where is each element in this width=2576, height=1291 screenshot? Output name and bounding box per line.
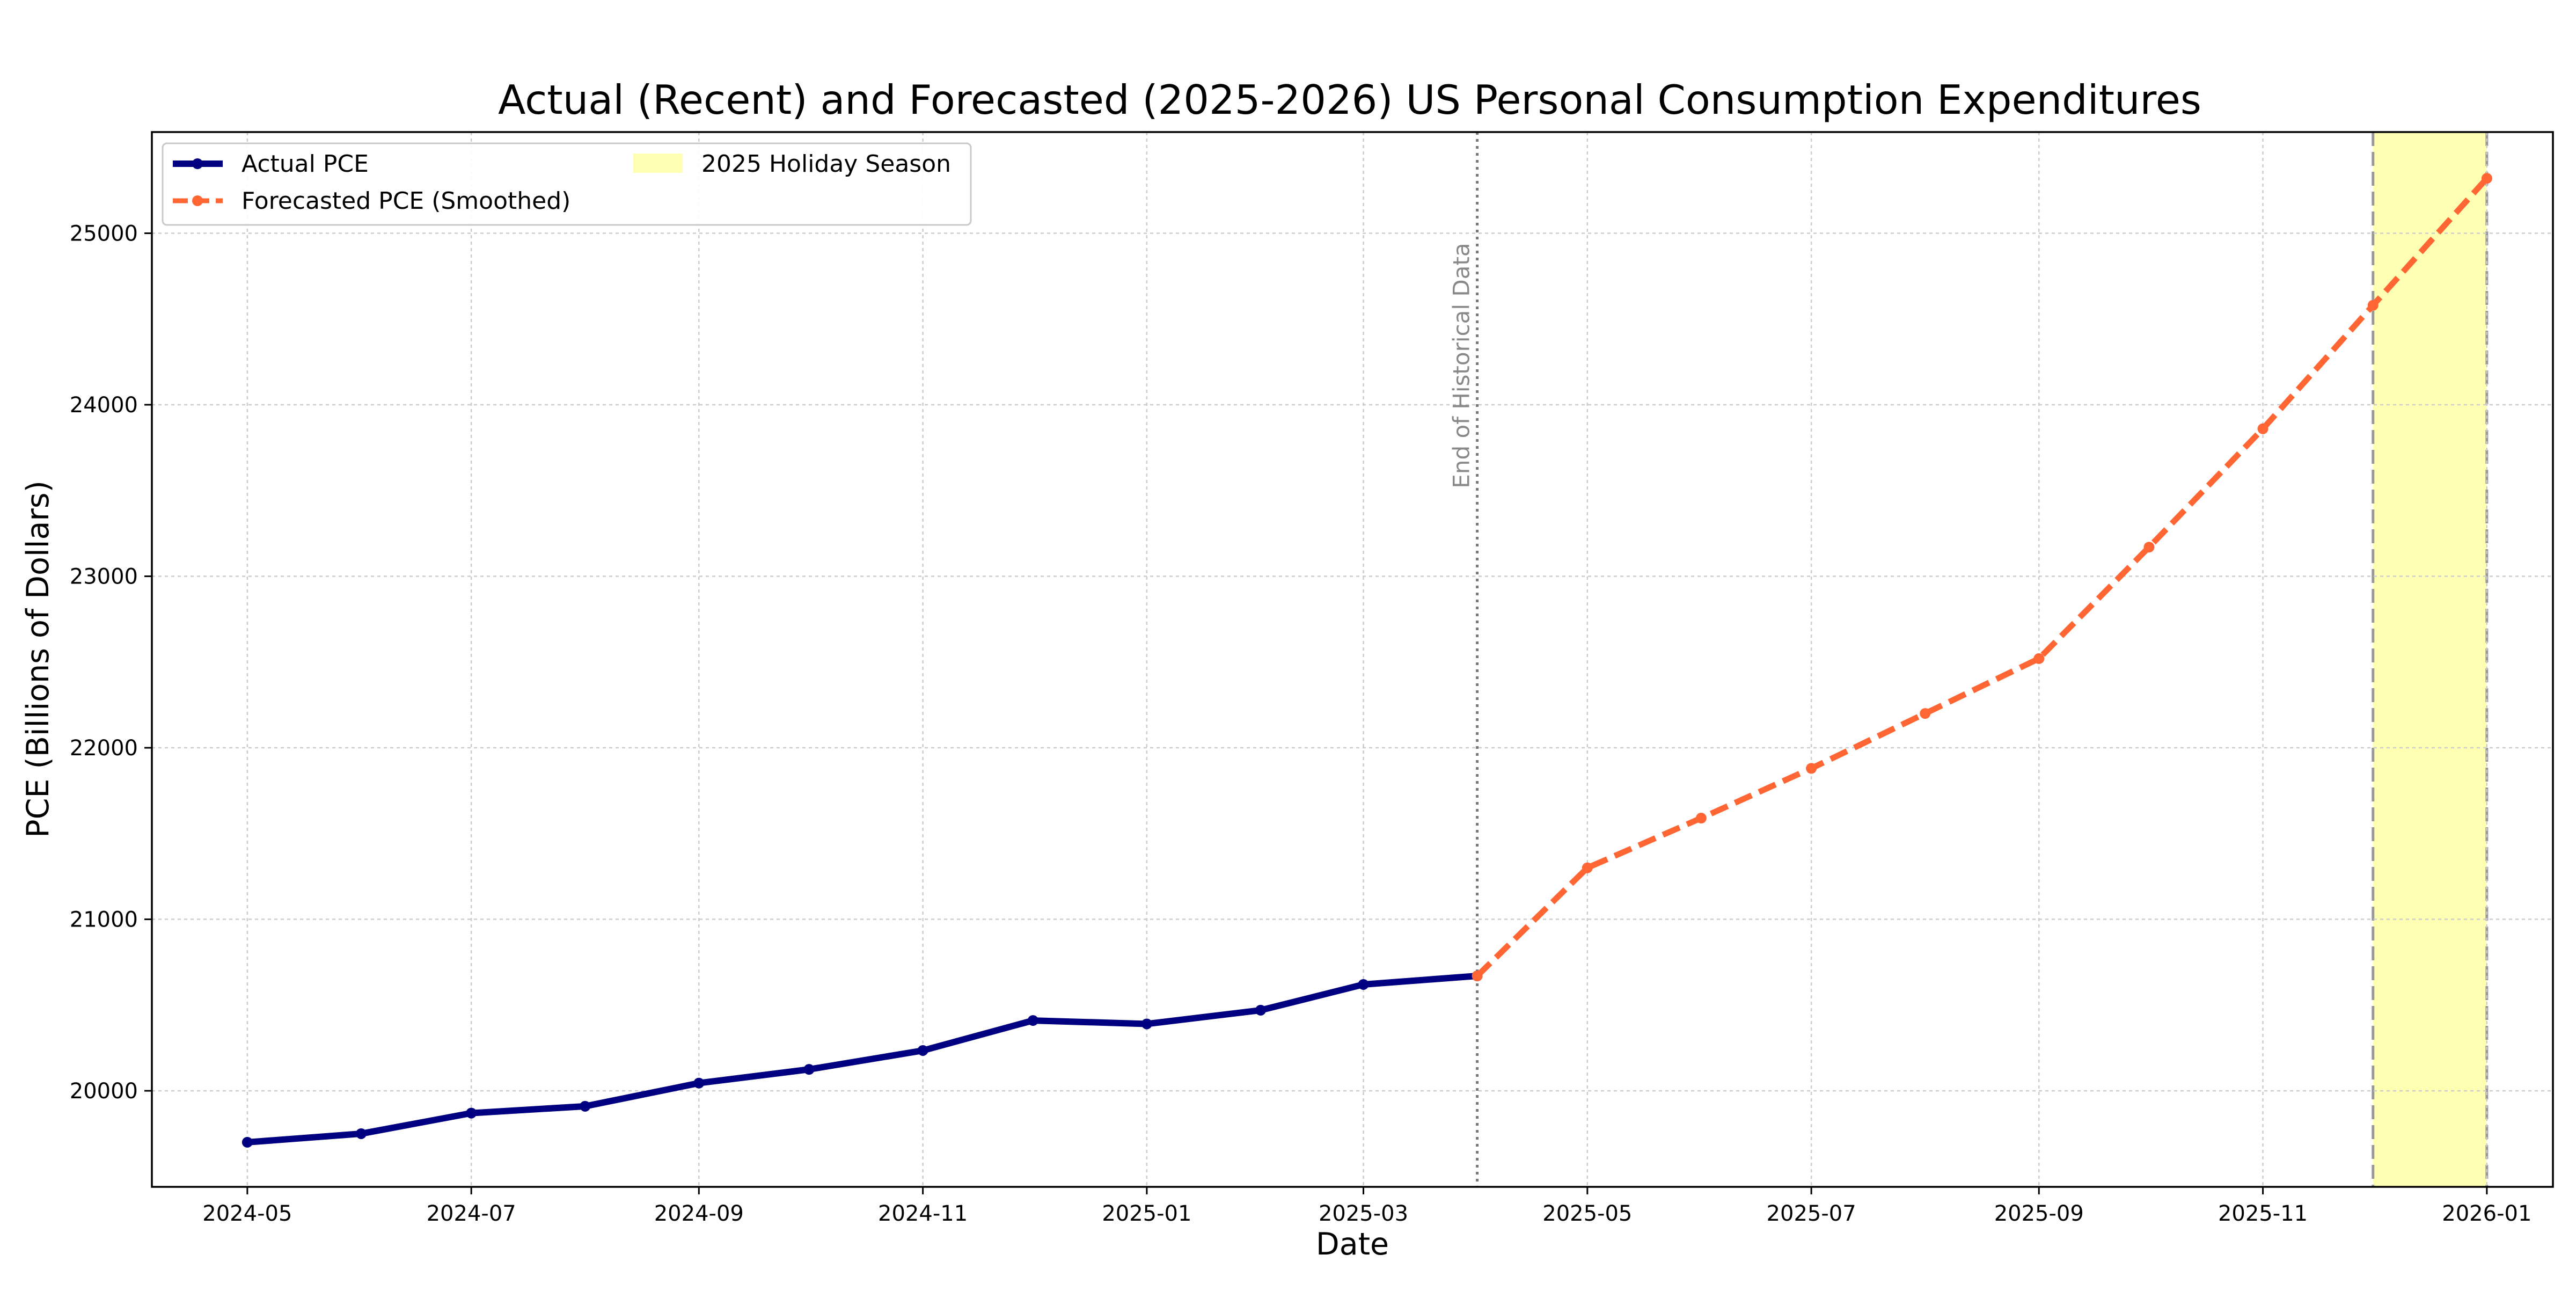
data-point-forecasted-pce-smoothed <box>2367 300 2379 311</box>
data-point-actual-pce <box>1358 979 1369 990</box>
data-point-actual-pce <box>693 1077 705 1089</box>
x-tick-label: 2025-09 <box>1994 1201 2084 1226</box>
y-tick-label: 25000 <box>70 222 138 246</box>
data-point-forecasted-pce-smoothed <box>2033 653 2045 664</box>
data-point-actual-pce <box>241 1136 253 1148</box>
data-series <box>241 173 2492 1148</box>
legend-label-actual-pce: Actual PCE <box>241 150 369 178</box>
plot-background <box>152 132 2553 1187</box>
x-tick-label: 2025-05 <box>1542 1201 1632 1226</box>
data-point-forecasted-pce-smoothed <box>1806 763 1817 774</box>
data-point-actual-pce <box>355 1128 367 1139</box>
x-axis-label: Date <box>1316 1227 1389 1262</box>
y-tick-label: 23000 <box>70 565 138 589</box>
series-line-actual-pce <box>244 973 1481 1146</box>
x-tick-label: 2026-01 <box>2442 1201 2531 1226</box>
shaded-regions <box>2372 132 2489 1187</box>
plot-frame <box>151 131 2554 1188</box>
data-point-forecasted-pce-smoothed <box>1582 862 1593 873</box>
legend-marker-forecasted-pce <box>192 195 203 206</box>
legend: Actual PCE Forecasted PCE (Smoothed) 202… <box>162 142 972 226</box>
x-tick-label: 2025-03 <box>1319 1201 1408 1226</box>
legend-box <box>162 142 972 226</box>
y-axis-label: PCE (Billions of Dollars) <box>20 480 56 838</box>
data-point-actual-pce <box>1141 1018 1152 1030</box>
annotation-lines: End of Historical Data <box>1448 132 1479 1187</box>
data-point-forecasted-pce-smoothed <box>2143 542 2155 553</box>
plot-area <box>152 132 2553 1187</box>
grid-lines <box>152 132 2553 1187</box>
y-tick-label: 21000 <box>70 908 138 932</box>
x-tick-label: 2024-11 <box>878 1201 968 1226</box>
y-tick-label: 22000 <box>70 736 138 761</box>
data-point-forecasted-pce-smoothed <box>1920 708 1931 719</box>
plot-border <box>151 131 2554 1188</box>
x-tick-label: 2024-05 <box>202 1201 292 1226</box>
legend-label-forecasted-pce: Forecasted PCE (Smoothed) <box>241 187 570 215</box>
legend-swatch-holiday-season <box>633 154 683 173</box>
data-point-actual-pce <box>580 1100 591 1112</box>
data-point-forecasted-pce-smoothed <box>2481 173 2492 184</box>
y-tick-label: 20000 <box>70 1079 138 1104</box>
data-point-actual-pce <box>466 1107 477 1119</box>
y-tick-label: 24000 <box>70 393 138 418</box>
end-of-historical-data-label: End of Historical Data <box>1448 243 1475 488</box>
legend-label-holiday-season: 2025 Holiday Season <box>701 150 951 178</box>
series-line-forecasted-pce-smoothed <box>1475 176 2489 978</box>
data-point-actual-pce <box>1255 1004 1266 1016</box>
shaded-region-2025-holiday-season <box>2373 132 2487 1187</box>
x-tick-label: 2024-09 <box>654 1201 744 1226</box>
chart-title: Actual (Recent) and Forecasted (2025-202… <box>498 76 2201 123</box>
y-axis-ticks: 20000 21000 22000 23000 24000 25000 <box>70 222 152 1104</box>
x-tick-label: 2024-07 <box>427 1201 516 1226</box>
data-point-actual-pce <box>917 1045 928 1056</box>
x-tick-label: 2025-11 <box>2218 1201 2308 1226</box>
data-point-forecasted-pce-smoothed <box>2257 423 2268 434</box>
data-point-actual-pce <box>1027 1015 1038 1026</box>
legend-marker-actual-pce <box>192 158 203 169</box>
x-tick-label: 2025-07 <box>1767 1201 1856 1226</box>
x-axis-ticks: 2024-05 2024-07 2024-09 2024-11 2025-01 2025-… <box>202 1187 2531 1226</box>
data-point-forecasted-pce-smoothed <box>1472 971 1483 981</box>
x-tick-label: 2025-01 <box>1102 1201 1191 1226</box>
data-point-forecasted-pce-smoothed <box>1695 813 1707 824</box>
data-point-actual-pce <box>803 1064 815 1075</box>
